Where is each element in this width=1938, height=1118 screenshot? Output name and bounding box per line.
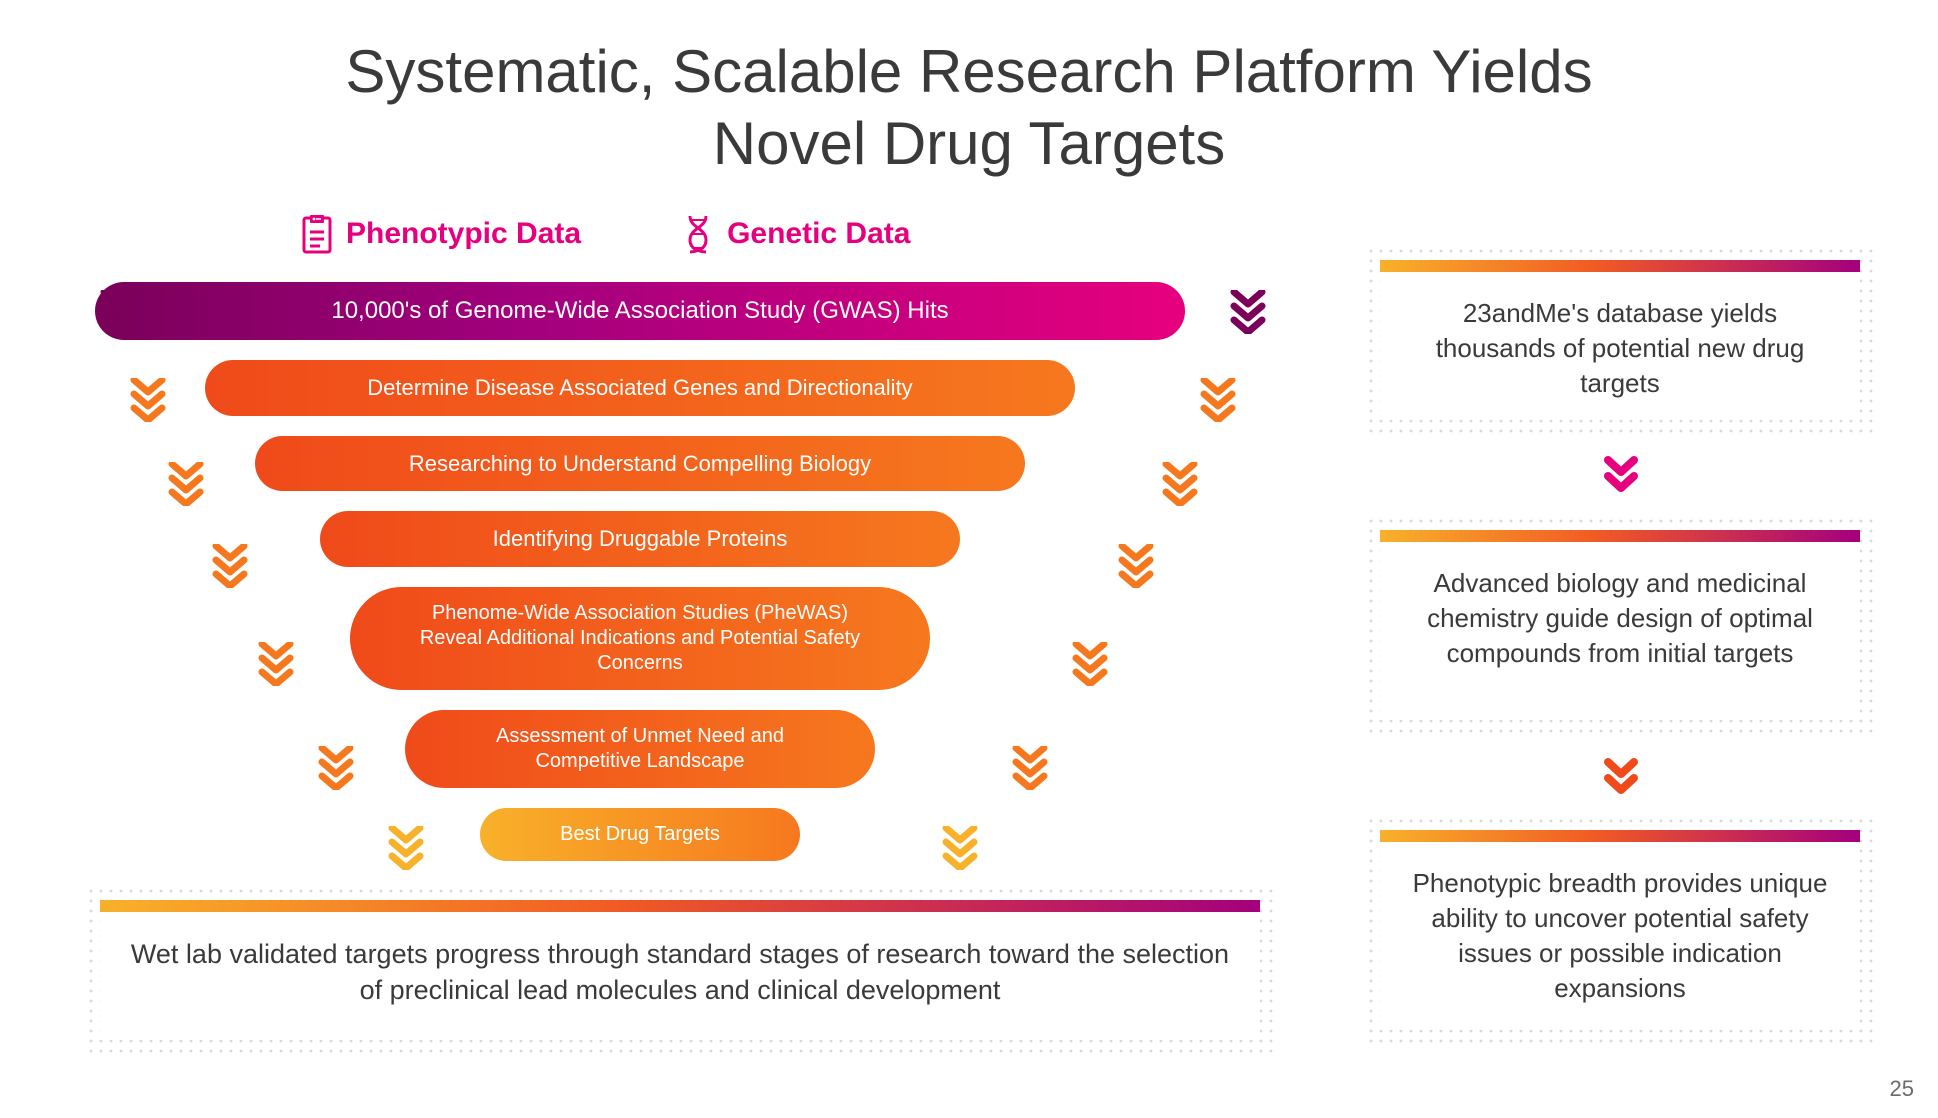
funnel-bar-6: Best Drug Targets: [480, 808, 800, 861]
funnel-bar-3: Identifying Druggable Proteins: [320, 511, 960, 567]
funnel-bar-0: 10,000's of Genome-Wide Association Stud…: [95, 282, 1185, 340]
card-topbar: [1380, 530, 1860, 542]
funnel-chevron-0: [100, 290, 136, 334]
funnel-bar-1: Determine Disease Associated Genes and D…: [205, 360, 1075, 416]
card-text: Phenotypic breadth provides unique abili…: [1380, 842, 1860, 1030]
clipboard-icon: [300, 214, 334, 254]
funnel-chevron-6: [212, 544, 248, 588]
funnel-chevron-5: [1162, 462, 1198, 506]
page-number: 25: [1890, 1076, 1914, 1102]
card-topbar: [1380, 830, 1860, 842]
funnel-chevron-4: [168, 462, 204, 506]
legend: Phenotypic Data Genetic Data: [300, 214, 910, 254]
funnel-chevron-10: [318, 746, 354, 790]
legend-phenotypic-label: Phenotypic Data: [346, 217, 581, 251]
right-card-0: 23andMe's database yields thousands of p…: [1380, 260, 1860, 420]
funnel-chevron-2: [130, 378, 166, 422]
card-text: Wet lab validated targets progress throu…: [100, 912, 1260, 1033]
legend-genetic-label: Genetic Data: [727, 217, 910, 251]
right-card-1: Advanced biology and medicinal chemistry…: [1380, 530, 1860, 720]
funnel-bar-5: Assessment of Unmet Need and Competitive…: [405, 710, 875, 788]
funnel-chevron-7: [1118, 544, 1154, 588]
bottom-summary-card: Wet lab validated targets progress throu…: [100, 900, 1260, 1040]
funnel-bar-2: Researching to Understand Compelling Bio…: [255, 436, 1025, 492]
funnel-chevron-1: [1230, 290, 1266, 334]
funnel-chevron-11: [1012, 746, 1048, 790]
funnel-chevron-12: [388, 826, 424, 870]
card-text: Advanced biology and medicinal chemistry…: [1380, 542, 1860, 695]
funnel-chevron-8: [258, 642, 294, 686]
slide: Systematic, Scalable Research Platform Y…: [0, 0, 1938, 1118]
legend-genetic: Genetic Data: [681, 214, 910, 254]
funnel-chevron-9: [1072, 642, 1108, 686]
card-topbar: [1380, 260, 1860, 272]
dna-icon: [681, 214, 715, 254]
funnel-chevron-13: [942, 826, 978, 870]
funnel-bar-4: Phenome-Wide Association Studies (PheWAS…: [350, 587, 930, 690]
slide-title: Systematic, Scalable Research Platform Y…: [0, 36, 1938, 180]
legend-phenotypic: Phenotypic Data: [300, 214, 581, 254]
card-text: 23andMe's database yields thousands of p…: [1380, 272, 1860, 425]
right-chevron-0: [1604, 456, 1638, 496]
right-card-2: Phenotypic breadth provides unique abili…: [1380, 830, 1860, 1030]
right-chevron-1: [1604, 758, 1638, 798]
card-topbar: [100, 900, 1260, 912]
funnel-chevron-3: [1200, 378, 1236, 422]
funnel: 10,000's of Genome-Wide Association Stud…: [0, 282, 1280, 881]
